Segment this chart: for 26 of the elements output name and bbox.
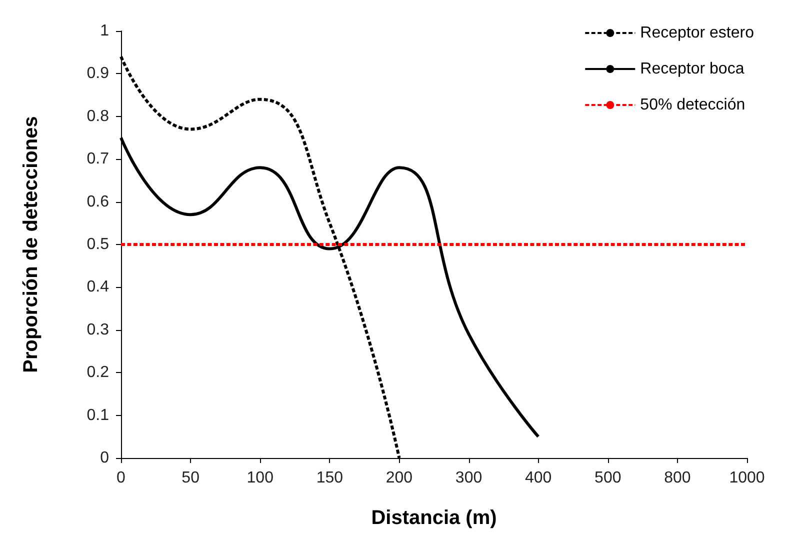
x-tick-label: 300 — [455, 470, 482, 486]
legend-label: Receptor boca — [640, 60, 744, 78]
y-tick-label: 1 — [100, 22, 110, 40]
y-tick-label: 0.5 — [86, 236, 110, 253]
y-tick-label: 0.7 — [86, 150, 110, 168]
x-tick-label: 1000 — [729, 470, 765, 486]
x-tick-label: 400 — [524, 470, 552, 486]
x-tick-label: 200 — [386, 470, 413, 486]
y-tick-label: 0 — [100, 450, 110, 466]
y-axis-title: Proporción de detecciones — [20, 116, 42, 373]
x-tick-label: 800 — [664, 470, 691, 486]
y-tick-label: 0.4 — [86, 278, 110, 296]
y-tick-label: 0.9 — [86, 65, 110, 82]
y-tick-label: 0.3 — [86, 321, 110, 338]
x-tick-label: 100 — [246, 470, 274, 486]
y-tick-label: 0.2 — [86, 364, 110, 382]
x-tick-label: 0 — [116, 470, 126, 486]
x-tick-label: 150 — [316, 470, 344, 486]
x-tick-label: 50 — [182, 470, 200, 486]
legend-label: Receptor estero — [640, 24, 754, 42]
x-tick-label: 500 — [594, 470, 622, 486]
y-tick-label: 0.8 — [86, 108, 110, 125]
x-axis-title: Distancia (m) — [371, 507, 497, 529]
y-tick-label: 0.6 — [86, 193, 110, 210]
legend-label: 50% detección — [640, 96, 746, 114]
y-tick-label: 0.1 — [86, 406, 110, 424]
